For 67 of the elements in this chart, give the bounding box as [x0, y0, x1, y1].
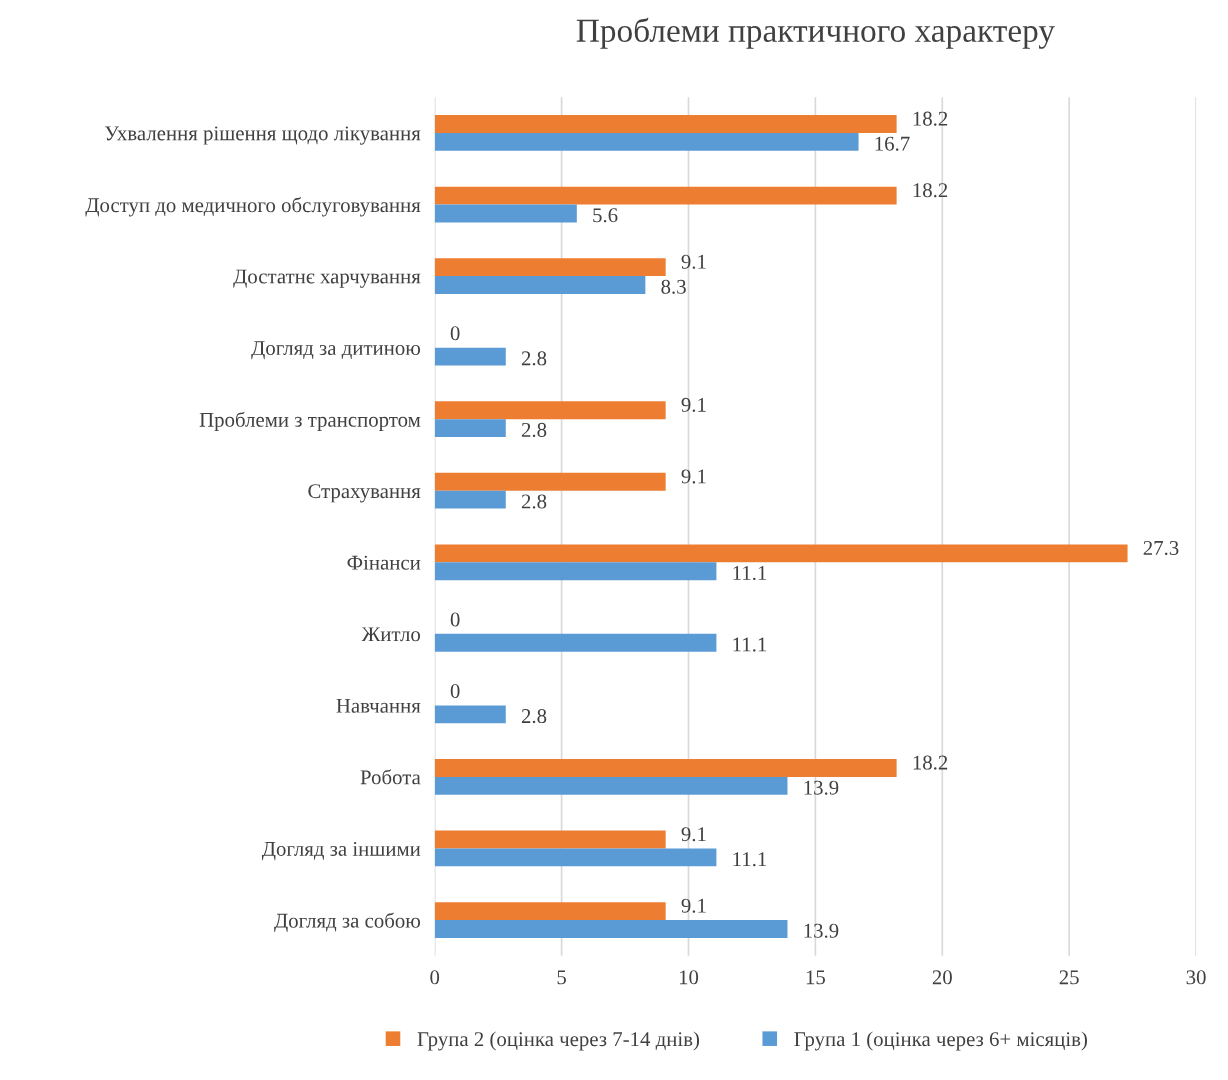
bar	[434, 759, 897, 777]
bar	[434, 132, 859, 151]
chart-title: Проблеми практичного характеру	[576, 17, 1055, 49]
bar	[434, 705, 506, 724]
x-tick-label: 20	[932, 970, 952, 985]
data-label: 13.9	[804, 923, 839, 938]
data-label: 9.1	[681, 254, 706, 269]
y-tick-label: Фінанси	[347, 555, 421, 570]
data-label: 2.8	[521, 494, 547, 509]
bar	[434, 902, 666, 921]
y-tick-label: Догляд за собою	[274, 912, 421, 932]
bar	[434, 401, 666, 420]
data-label: 11.1	[733, 566, 767, 581]
bar	[434, 204, 577, 223]
data-label: 2.8	[521, 709, 547, 724]
data-label: 2.8	[521, 351, 547, 366]
data-label: 16.7	[875, 136, 910, 151]
legend-label: Група 1 (оцінка через 6+ місяців)	[794, 1031, 1087, 1051]
bar	[434, 419, 506, 438]
data-label: 11.1	[733, 637, 767, 652]
bar	[434, 544, 1128, 563]
bar	[434, 562, 717, 581]
y-tick-label: Проблеми з транспортом	[199, 411, 421, 432]
y-tick-label: Страхування	[308, 484, 421, 503]
bar	[434, 115, 897, 133]
bar	[434, 776, 788, 795]
bar	[434, 830, 666, 849]
y-tick-label: Ухвалення рішення щодо лікування	[104, 126, 421, 145]
data-label: 8.3	[661, 279, 686, 294]
data-label: 13.9	[804, 780, 839, 795]
y-tick-label: Догляд за іншими	[261, 841, 421, 861]
bar	[434, 347, 506, 366]
data-label: 0	[450, 326, 460, 341]
y-tick-label: Навчання	[336, 698, 421, 713]
bar	[434, 258, 666, 277]
data-label: 18.2	[913, 183, 948, 198]
data-label: 5.6	[593, 208, 618, 223]
x-tick-label: 30	[1186, 970, 1206, 985]
data-label: 18.2	[913, 755, 948, 770]
data-label: 11.1	[733, 852, 767, 867]
y-tick-label: Доступ до медичного обслуговування	[85, 197, 421, 217]
x-tick-label: 15	[806, 970, 825, 985]
bar	[434, 633, 717, 652]
bar	[434, 920, 788, 938]
y-tick-label: Робота	[360, 769, 421, 785]
data-label: 18.2	[913, 111, 948, 126]
bar	[434, 848, 717, 867]
y-tick-label: Житло	[361, 627, 421, 642]
data-label: 9.1	[681, 898, 706, 913]
data-label: 9.1	[681, 469, 706, 484]
x-tick-label: 25	[1059, 970, 1079, 985]
data-label: 9.1	[681, 397, 706, 412]
bar	[434, 276, 646, 294]
data-label: 27.3	[1143, 540, 1179, 556]
x-tick-label: 5	[557, 970, 566, 985]
data-label: 9.1	[681, 827, 706, 842]
bar	[434, 472, 666, 491]
data-label: 2.8	[521, 422, 547, 437]
x-tick-label: 0	[430, 970, 440, 985]
y-tick-label: Догляд за дитиною	[251, 341, 421, 360]
data-label: 0	[450, 612, 460, 627]
legend-label: Група 2 (оцінка через 7-14 днів)	[417, 1031, 700, 1051]
x-tick-label: 10	[679, 970, 699, 985]
bar	[434, 186, 897, 205]
y-tick-label: Достатнє харчування	[233, 269, 421, 288]
bar	[434, 490, 506, 509]
data-label: 0	[450, 684, 460, 699]
